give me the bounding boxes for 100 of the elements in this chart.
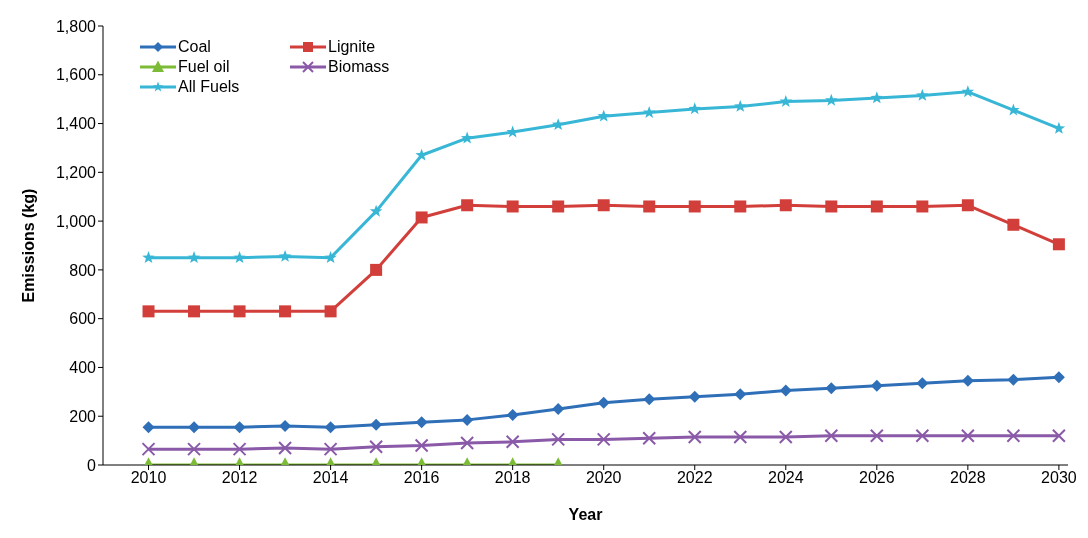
x-tick-label: 2024 [767,469,804,487]
point [1051,428,1066,443]
point [461,199,474,212]
point [551,432,566,447]
point [369,204,383,217]
x-tick-label: 2012 [221,469,258,487]
y-tick-label: 400 [69,359,97,377]
point [233,421,246,434]
point [687,429,702,444]
point [779,95,793,107]
y-tick-label: 1,000 [55,212,97,230]
x-tick-label: 2026 [859,469,895,487]
point [733,99,747,112]
point [778,429,793,444]
point [916,88,929,101]
point [233,251,246,264]
point [869,428,884,443]
point [779,199,792,212]
point [916,200,929,213]
point [597,109,610,122]
x-tick-label: 2028 [950,469,986,487]
x-tick-label: 2010 [130,469,167,487]
point [870,91,884,104]
point [1052,121,1066,134]
x-axis-title: Year [568,506,603,523]
point [324,305,337,318]
point [916,377,929,390]
legend-label: All Fuels [178,78,240,96]
point [141,442,156,457]
y-tick-label: 600 [69,310,97,328]
point [688,200,701,213]
point [870,200,883,213]
y-tick-label: 0 [87,456,97,474]
x-tick-label: 2014 [312,469,349,487]
x-tick-label: 2022 [676,469,713,487]
point [233,305,246,318]
point [688,102,702,115]
point [187,442,202,457]
point [552,402,565,415]
y-axis-title: Emissions (kg) [19,188,37,303]
point [142,251,155,264]
point [642,105,656,118]
point [278,249,292,262]
point [1006,428,1021,443]
legend-label: Coal [178,38,211,56]
point [1052,238,1065,251]
point [1007,218,1020,231]
point [825,382,838,395]
y-tick-label: 1,200 [55,164,97,182]
point [506,200,519,213]
point [825,93,838,106]
point [734,388,747,401]
point [142,421,155,434]
point [643,200,656,213]
point [734,200,747,213]
legend-label: Biomass [328,58,390,76]
point [324,251,337,264]
point [960,428,975,443]
point [324,421,337,434]
x-tick-label: 2020 [585,469,622,487]
point [688,390,701,403]
point [323,442,338,457]
point [551,118,565,131]
y-tick-label: 800 [69,261,97,279]
x-tick-label: 2016 [403,469,440,487]
x-tick-label: 2018 [494,469,531,487]
point [642,431,657,446]
point [915,428,930,443]
point [415,211,428,224]
point [961,199,974,212]
legend-label: Lignite [328,38,376,56]
point [461,413,474,426]
point [961,85,975,98]
point [188,305,201,318]
point [232,442,247,457]
x-tick-label: 2030 [1041,469,1077,487]
point [824,428,839,443]
point [505,434,520,449]
y-tick-label: 1,600 [55,66,97,84]
point [460,131,474,144]
legend-label: Fuel oil [178,58,230,76]
point [370,263,383,276]
point [1007,373,1020,386]
point [278,440,293,455]
point [825,200,838,213]
point [506,409,519,421]
point [142,305,155,318]
point [460,436,475,451]
point [414,438,429,453]
y-tick-label: 200 [69,407,97,425]
point [597,199,610,212]
point [187,251,201,264]
point [779,384,792,397]
point [279,305,292,318]
point [733,429,748,444]
y-tick-label: 1,800 [55,17,97,35]
point [597,396,610,409]
point [643,393,656,406]
point [1007,103,1020,116]
point [961,374,974,387]
